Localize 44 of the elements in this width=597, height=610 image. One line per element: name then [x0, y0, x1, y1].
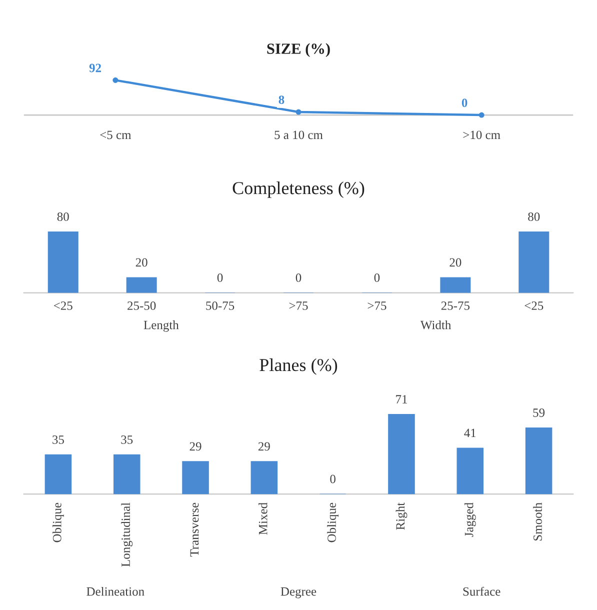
x-tick-label: 5 a 10 cm — [274, 130, 323, 140]
data-label: 20 — [136, 258, 148, 267]
x-tick-label: Mixed — [258, 502, 268, 535]
data-label: 0 — [374, 273, 380, 282]
data-label: 29 — [190, 442, 202, 451]
x-tick-label: <5 cm — [100, 130, 132, 140]
data-label: 92 — [89, 64, 101, 72]
data-label: 80 — [528, 212, 540, 221]
text: Degree — [280, 587, 316, 598]
x-tick-label: Jagged — [464, 502, 476, 537]
data-label: 35 — [121, 436, 133, 444]
data-label: 80 — [57, 212, 69, 221]
x-tick-label: Transverse — [190, 502, 199, 557]
x-tick-label: 25-50 — [128, 301, 156, 310]
x-tick-label: >10 cm — [463, 130, 500, 140]
x-tick-label: >75 — [368, 302, 386, 310]
data-label: 71 — [396, 395, 407, 404]
chart-title: SIZE (%) — [267, 43, 330, 58]
x-tick-label: <25 — [524, 302, 544, 310]
x-tick-label: Longitudinal — [121, 502, 133, 567]
text: Surface — [463, 586, 500, 596]
text: Width — [420, 320, 452, 330]
x-tick-label: <25 — [54, 302, 72, 310]
chart-title: Planes (%) — [260, 358, 338, 375]
data-label: 35 — [52, 436, 64, 444]
x-tick-label: >75 — [289, 302, 308, 310]
chart-title: Completeness (%) — [232, 182, 364, 198]
x-tick-label: Oblique — [52, 502, 64, 542]
x-tick-label: 50-75 — [206, 301, 234, 310]
data-label: 0 — [330, 474, 336, 484]
x-tick-label: Smooth — [533, 502, 542, 540]
text: Length — [144, 320, 179, 332]
data-label: 0 — [462, 98, 468, 108]
data-label: 29 — [258, 442, 270, 451]
data-label: 0 — [296, 273, 302, 282]
x-tick-label: Right — [396, 502, 408, 530]
data-label: 59 — [533, 408, 545, 417]
text: Delineation — [86, 586, 144, 596]
data-label: 20 — [450, 258, 462, 267]
data-label: 8 — [278, 96, 284, 104]
data-label: 41 — [464, 428, 476, 438]
x-tick-label: Oblique — [327, 502, 338, 542]
data-label: 0 — [217, 273, 223, 282]
x-tick-label: 25-75 — [441, 302, 470, 310]
